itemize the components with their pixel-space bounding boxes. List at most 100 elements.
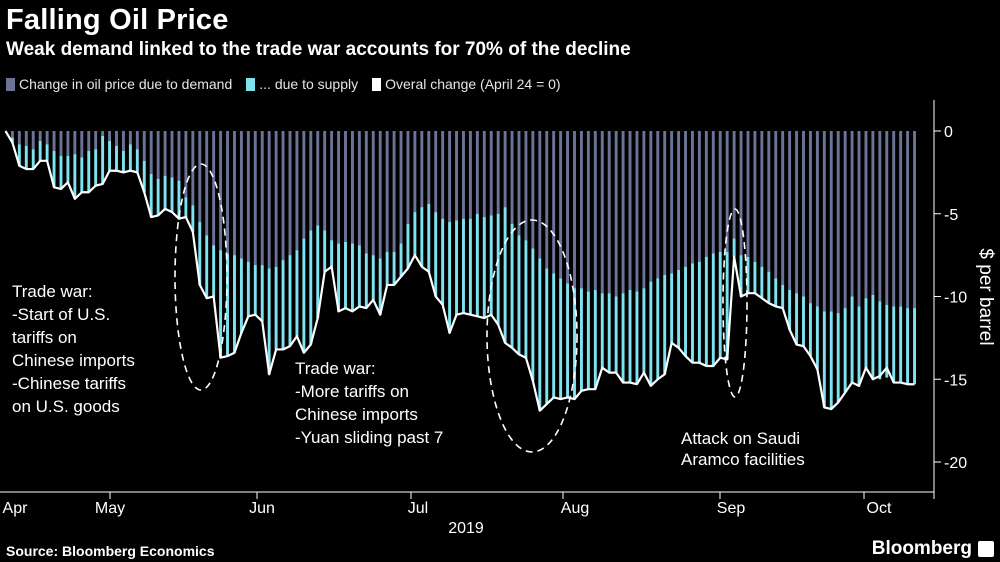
bar-demand bbox=[448, 131, 452, 223]
highlight-ellipse bbox=[722, 208, 748, 398]
bar-supply bbox=[496, 213, 500, 325]
bar-demand bbox=[579, 131, 583, 289]
bar-demand bbox=[274, 131, 278, 267]
annotation-text: Attack on Saudi Aramco facilities bbox=[681, 429, 805, 469]
bar-supply bbox=[323, 230, 327, 272]
bar-supply bbox=[503, 207, 507, 343]
bar-supply bbox=[656, 278, 660, 380]
bar-demand bbox=[878, 131, 882, 302]
bar-supply bbox=[212, 245, 216, 297]
bar-supply bbox=[24, 145, 28, 170]
annotation-line: -More tariffs on bbox=[295, 382, 409, 401]
bar-supply bbox=[128, 144, 132, 171]
bar-demand bbox=[524, 131, 528, 241]
bar-supply bbox=[31, 149, 35, 170]
y-tick-label: -15 bbox=[944, 372, 967, 389]
bar-demand bbox=[573, 131, 576, 289]
bar-demand bbox=[600, 131, 604, 294]
bar-supply bbox=[87, 150, 91, 193]
bar-supply bbox=[573, 288, 576, 400]
annotation-line: -Chinese tariffs bbox=[12, 374, 126, 393]
bar-supply bbox=[121, 150, 125, 173]
bar-supply bbox=[441, 218, 445, 305]
bar-demand bbox=[566, 131, 570, 284]
bar-supply bbox=[600, 293, 604, 368]
bar-demand bbox=[753, 131, 757, 262]
bar-supply bbox=[142, 160, 146, 193]
bar-supply bbox=[586, 291, 590, 390]
bar-demand bbox=[94, 131, 98, 150]
bar-demand bbox=[829, 131, 833, 312]
bar-supply bbox=[670, 273, 674, 343]
bar-supply bbox=[621, 293, 625, 383]
bar-supply bbox=[135, 149, 139, 173]
brand-logo: Bloomberg bbox=[871, 538, 972, 559]
annotation-line: tariffs on bbox=[12, 328, 77, 347]
bar-supply bbox=[378, 258, 382, 315]
bar-demand bbox=[434, 131, 438, 213]
x-tick-label: May bbox=[95, 500, 125, 517]
bar-demand bbox=[66, 131, 70, 156]
bar-demand bbox=[593, 131, 597, 290]
bar-demand bbox=[52, 131, 56, 151]
bar-demand bbox=[850, 131, 854, 297]
bar-demand bbox=[628, 131, 632, 290]
axes-layer: 0 -5 -10 -15 -20 $ per barrel Apr May Jun Jul Aug S… bbox=[0, 100, 996, 537]
bar-supply bbox=[538, 258, 542, 411]
bar-demand bbox=[177, 131, 181, 181]
bar-supply bbox=[392, 251, 396, 285]
bar-supply bbox=[468, 218, 472, 315]
bar-supply bbox=[17, 144, 21, 166]
bar-supply bbox=[781, 284, 785, 309]
bar-demand bbox=[857, 131, 861, 307]
bar-supply bbox=[850, 296, 854, 383]
bar-supply bbox=[691, 263, 694, 363]
bar-supply bbox=[899, 306, 903, 383]
bar-demand bbox=[836, 131, 840, 314]
annotation-line: Aramco facilities bbox=[681, 450, 805, 469]
bar-supply bbox=[281, 260, 285, 350]
bar-demand bbox=[455, 131, 458, 221]
bar-supply bbox=[309, 230, 313, 345]
bar-supply bbox=[718, 251, 722, 358]
bar-demand bbox=[219, 131, 223, 251]
bar-supply bbox=[288, 255, 292, 347]
bar-demand bbox=[822, 131, 826, 312]
bar-demand bbox=[468, 131, 472, 219]
bar-supply bbox=[531, 248, 535, 381]
bar-demand bbox=[503, 131, 507, 208]
x-tick-label: Aug bbox=[561, 500, 589, 517]
bar-demand bbox=[253, 131, 257, 266]
bar-supply bbox=[566, 283, 570, 398]
bar-demand bbox=[718, 131, 722, 252]
bar-demand bbox=[246, 131, 250, 262]
legend-item-demand: Change in oil price due to demand bbox=[6, 76, 232, 92]
bar-demand bbox=[128, 131, 132, 145]
bar-supply bbox=[10, 137, 14, 143]
bar-demand bbox=[538, 131, 542, 259]
chart-title: Falling Oil Price bbox=[6, 4, 229, 36]
bar-demand bbox=[31, 131, 35, 150]
x-axis-year-label: 2019 bbox=[448, 520, 484, 537]
bar-demand bbox=[906, 131, 910, 309]
bar-demand bbox=[725, 131, 729, 252]
highlight-ellipse bbox=[174, 163, 228, 391]
bar-demand bbox=[843, 131, 847, 309]
chart-subtitle: Weak demand linked to the trade war acco… bbox=[6, 39, 631, 60]
bar-demand bbox=[135, 131, 139, 150]
bar-supply bbox=[316, 225, 320, 319]
bar-demand bbox=[677, 131, 681, 271]
bar-supply bbox=[913, 308, 916, 385]
bar-supply bbox=[246, 261, 250, 317]
bar-supply bbox=[253, 265, 257, 315]
legend-swatch-demand bbox=[6, 77, 15, 91]
bar-supply bbox=[45, 144, 49, 161]
bar-supply bbox=[628, 289, 632, 383]
bar-supply bbox=[184, 197, 188, 218]
bar-supply bbox=[510, 223, 514, 348]
bar-supply bbox=[219, 250, 223, 358]
bar-demand bbox=[691, 131, 694, 264]
bar-demand bbox=[281, 131, 285, 261]
bar-supply bbox=[337, 243, 341, 312]
bar-supply bbox=[233, 255, 236, 353]
